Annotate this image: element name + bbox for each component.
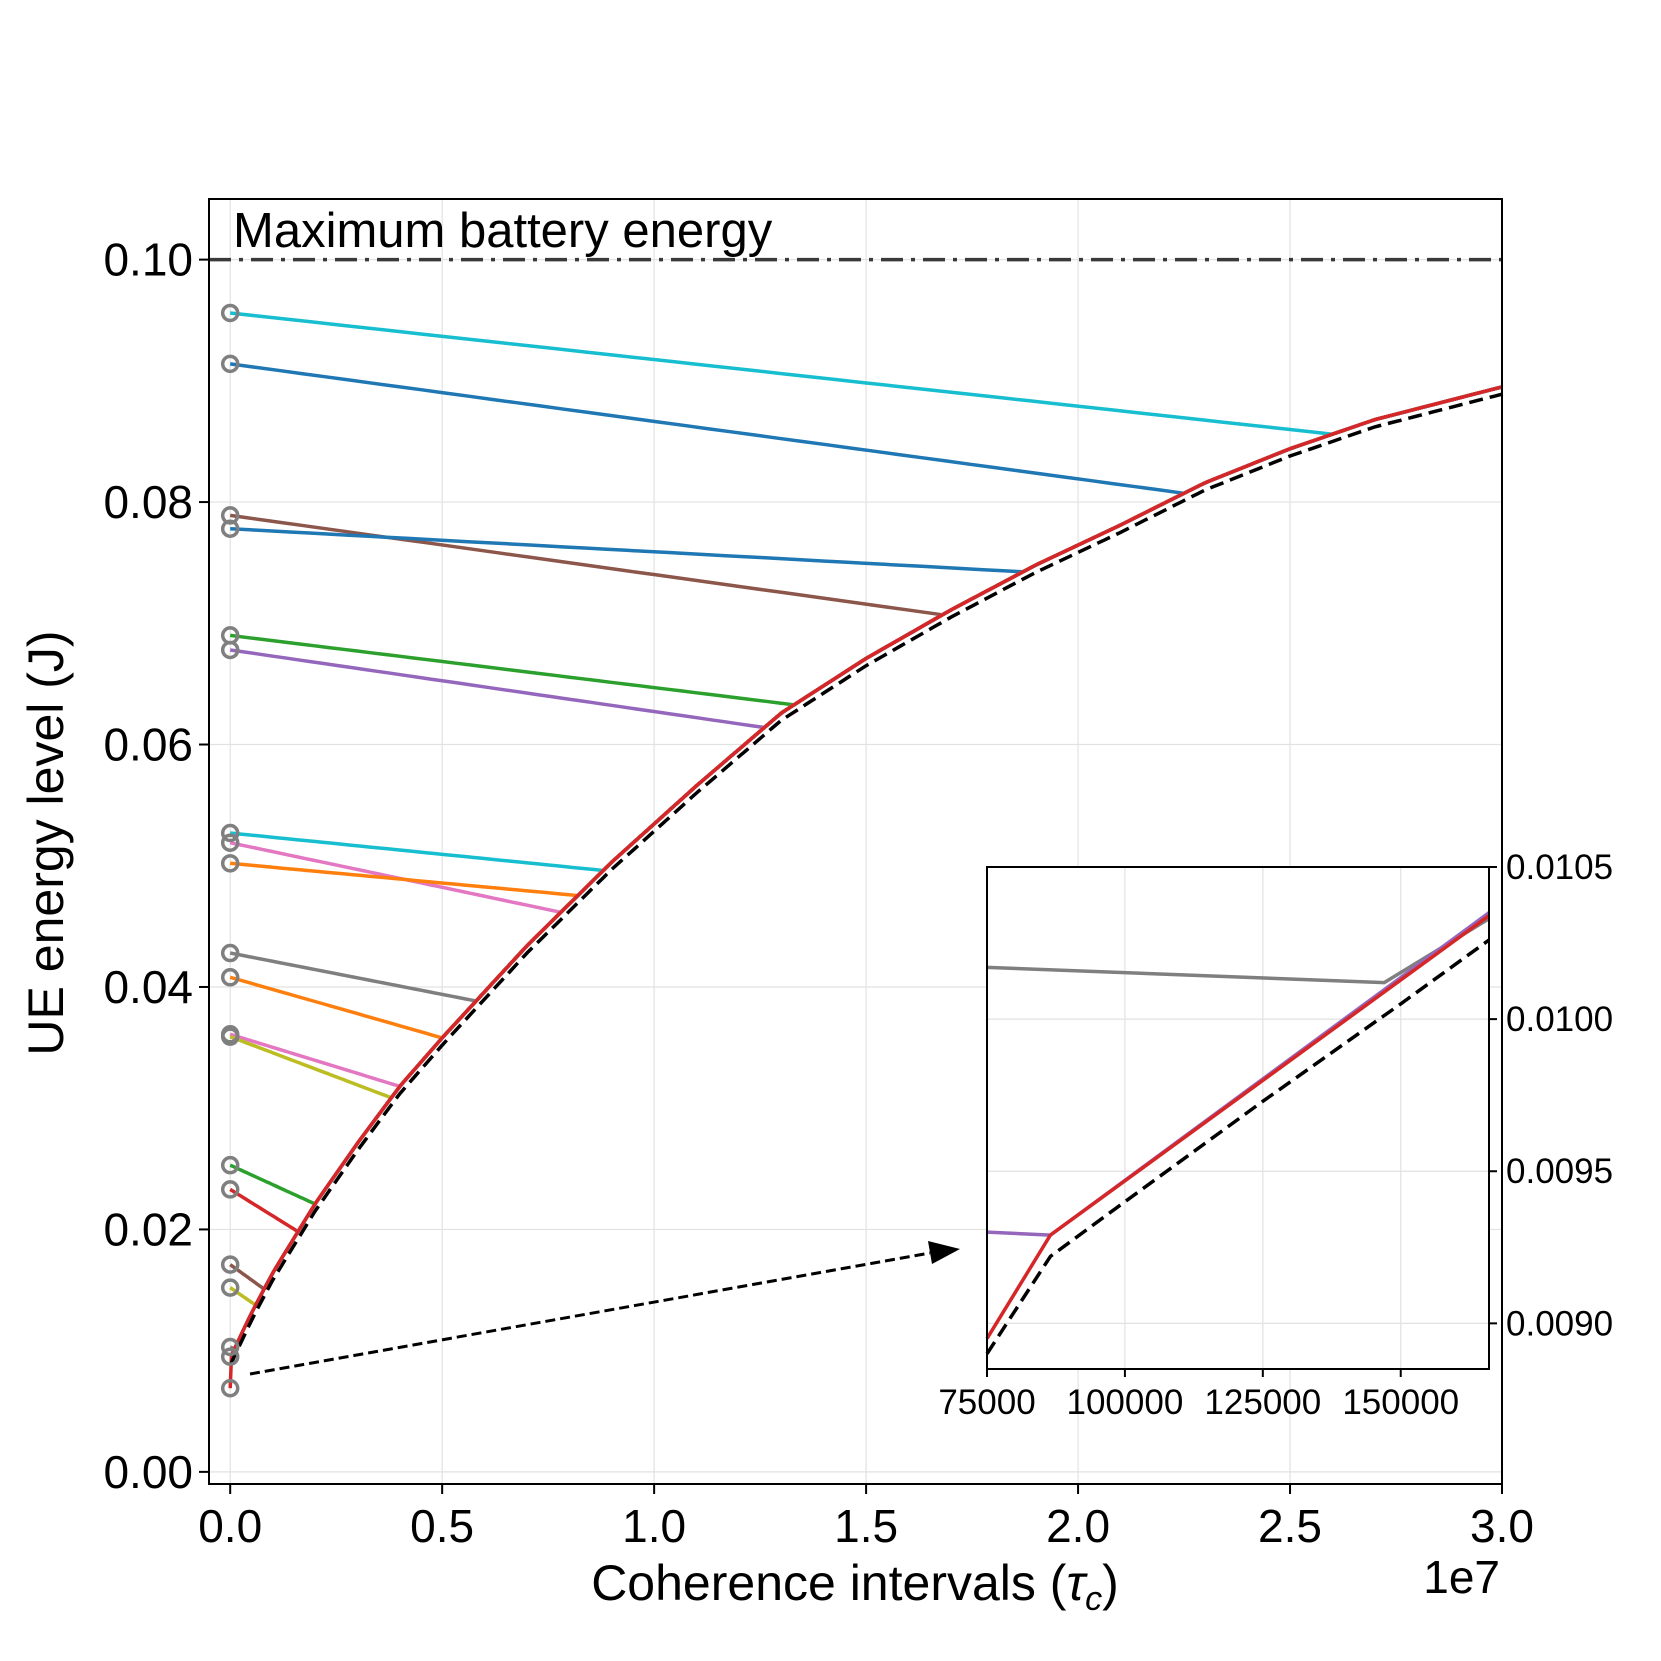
start-marker <box>220 1278 240 1297</box>
inset-frame <box>986 866 1490 1370</box>
inset-x-tick-label: 100000 <box>1067 1383 1184 1422</box>
inset-y-tick-label: 0.0100 <box>1506 1000 1613 1039</box>
inset-series <box>985 911 1491 1355</box>
zoom-arrow <box>249 1241 960 1376</box>
x-tick-label: 2.0 <box>1046 1500 1110 1552</box>
start-marker <box>220 1337 240 1357</box>
inset-series-line <box>985 938 1491 1355</box>
inset-series-line <box>985 914 1491 1340</box>
max-energy-label: Maximum battery energy <box>233 204 773 258</box>
start-marker <box>220 1378 240 1398</box>
start-marker <box>220 943 240 963</box>
x-tick-label: 0.5 <box>410 1500 474 1552</box>
x-tick-label: 1.0 <box>622 1500 686 1552</box>
inset-y-tick-label: 0.0105 <box>1506 848 1613 887</box>
inset-axes-ticks: 75000 100000 125000 150000 0.0090 0.0095 0.010… <box>938 848 1613 1422</box>
x-axis-label: Coherence intervals (τc) <box>591 1555 1119 1618</box>
y-tick-label: 0.04 <box>103 961 193 1013</box>
start-marker <box>220 519 240 538</box>
y-tick-label: 0.10 <box>103 234 193 286</box>
inset-y-tick-label: 0.0095 <box>1506 1152 1613 1191</box>
y-tick-label: 0.02 <box>103 1203 193 1255</box>
inset-x-tick-label: 75000 <box>938 1383 1035 1422</box>
start-marker <box>220 854 240 873</box>
inset-x-tick-label: 125000 <box>1204 1383 1321 1422</box>
series-line <box>228 385 1503 1389</box>
y-tick-label: 0.06 <box>103 719 193 771</box>
start-marker <box>220 968 240 987</box>
x-tick-label: 2.5 <box>1258 1500 1322 1552</box>
inset-x-tick-label: 150000 <box>1342 1383 1459 1422</box>
start-marker <box>220 1027 240 1046</box>
y-tick-label: 0.08 <box>103 476 193 528</box>
start-marker <box>220 1155 240 1175</box>
start-marker <box>220 823 240 843</box>
main-axes-ticks: 0.0 0.5 1.0 1.5 2.0 2.5 3.0 0.00 0.02 0.04 0.06 0.0… <box>103 234 1534 1552</box>
start-marker <box>220 1347 240 1366</box>
reference-line <box>228 392 1503 1366</box>
x-tick-label: 3.0 <box>1470 1500 1534 1552</box>
main-plot-frame <box>208 198 1503 1485</box>
start-marker <box>220 354 240 374</box>
start-marker <box>220 1180 240 1199</box>
inset-y-tick-label: 0.0090 <box>1506 1304 1613 1343</box>
start-markers <box>220 303 240 1398</box>
start-marker <box>220 303 240 323</box>
y-tick-label: 0.00 <box>103 1446 193 1498</box>
start-marker <box>220 640 240 660</box>
x-tick-label: 1.5 <box>834 1500 898 1552</box>
x-axis-offset-label: 1e7 <box>1423 1551 1500 1603</box>
y-axis-label: UE energy level (J) <box>18 630 74 1055</box>
x-tick-label: 0.0 <box>198 1500 262 1552</box>
start-marker <box>220 833 240 852</box>
main-series <box>209 257 1503 1389</box>
start-marker <box>220 1255 240 1274</box>
